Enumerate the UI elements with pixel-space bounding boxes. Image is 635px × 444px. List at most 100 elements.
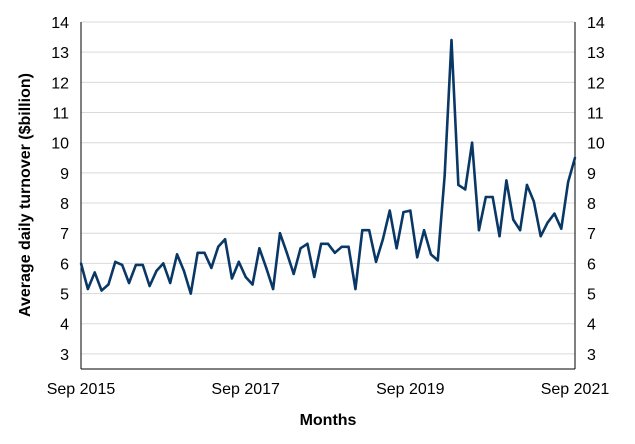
data-point-2016-07 [148, 284, 151, 288]
data-point-2020-06 [470, 141, 474, 144]
data-point-2018-03 [285, 251, 289, 255]
data-point-2019-07 [395, 247, 398, 250]
y-tick-labels-left: 3 4 5 6 7 8 9 10 11 12 13 14 [51, 15, 69, 364]
data-point-2020-03 [450, 38, 453, 42]
data-point-2020-05 [464, 188, 467, 191]
data-point-2017-11 [258, 247, 261, 250]
data-point-2018-08 [319, 242, 323, 245]
y-axis-title: Average daily turnover ($billion) [17, 73, 34, 317]
data-point-2018-05 [299, 247, 302, 250]
data-point-2015-12 [100, 289, 103, 292]
data-point-2017-03 [203, 251, 206, 255]
data-point-2015-09 [79, 262, 83, 265]
data-point-2016-09 [162, 262, 165, 265]
data-point-2018-09 [326, 242, 330, 245]
data-point-2016-06 [141, 263, 144, 267]
data-point-2016-01 [107, 283, 110, 286]
data-point-2021-09 [573, 156, 577, 159]
data-point-2016-03 [120, 263, 124, 267]
y-tick-label-left: 9 [60, 166, 69, 183]
data-point-2016-04 [127, 281, 131, 285]
data-point-2017-12 [265, 266, 268, 270]
data-point-2020-11 [505, 179, 508, 182]
data-point-2021-08 [566, 180, 570, 184]
x-tick-label: Sep 2015 [47, 381, 116, 398]
data-point-2018-06 [306, 242, 309, 245]
data-point-2019-11 [422, 229, 426, 232]
data-point-2017-07 [230, 277, 234, 280]
data-point-2017-09 [244, 275, 247, 279]
y-tick-label-right: 7 [587, 226, 596, 243]
data-point-2017-01 [189, 292, 192, 295]
data-point-2021-02 [525, 183, 529, 187]
y-tick-label-right: 14 [587, 15, 605, 32]
axes [80, 22, 576, 370]
data-point-2020-01 [436, 259, 439, 262]
y-tick-label-right: 9 [587, 166, 596, 183]
y-tick-label-left: 10 [51, 136, 69, 153]
data-point-2020-12 [512, 218, 515, 221]
y-tick-label-right: 12 [587, 75, 605, 92]
y-tick-label-left: 11 [52, 106, 69, 123]
data-point-2021-01 [518, 229, 522, 232]
data-point-2019-10 [415, 256, 419, 259]
data-point-2019-04 [374, 260, 378, 264]
y-tick-label-left: 13 [51, 45, 69, 62]
data-point-2018-02 [278, 232, 282, 235]
data-point-2019-09 [409, 209, 412, 212]
y-tick-labels-right: 3 4 5 6 7 8 9 10 11 12 13 14 [587, 15, 605, 364]
data-point-2016-10 [168, 281, 172, 285]
data-point-2021-03 [532, 200, 536, 203]
data-point-2016-02 [114, 260, 117, 264]
data-point-2018-01 [271, 287, 275, 291]
data-point-2018-11 [340, 245, 343, 248]
y-tick-label-right: 13 [587, 45, 605, 62]
y-tick-label-left: 8 [60, 196, 69, 213]
data-point-2020-10 [498, 235, 501, 238]
gridlines [81, 21, 575, 355]
data-point-2019-03 [367, 229, 371, 232]
y-tick-label-right: 10 [587, 136, 605, 153]
data-point-2017-08 [237, 260, 241, 264]
data-point-2016-08 [155, 269, 158, 273]
y-tick-label-left: 6 [60, 256, 69, 273]
data-point-2017-10 [251, 283, 254, 286]
data-point-2018-04 [292, 272, 295, 276]
y-tick-label-right: 11 [587, 106, 604, 123]
data-point-2020-07 [477, 229, 481, 232]
data-point-2021-05 [546, 221, 549, 224]
data-point-2019-02 [361, 229, 364, 232]
y-tick-label-right: 4 [587, 317, 596, 334]
data-point-2018-07 [313, 275, 316, 279]
y-tick-label-right: 6 [587, 256, 596, 273]
y-tick-label-left: 7 [60, 226, 69, 243]
data-point-2017-05 [217, 245, 220, 248]
data-point-2018-10 [333, 251, 337, 255]
data-point-2020-09 [491, 195, 494, 199]
data-point-2015-11 [93, 271, 96, 274]
data-point-2021-07 [560, 227, 563, 230]
data-point-2017-06 [223, 238, 227, 241]
x-tick-label: Sep 2021 [541, 381, 610, 398]
data-point-2020-08 [484, 195, 488, 199]
data-point-2016-11 [175, 253, 179, 256]
data-point-2019-06 [388, 209, 391, 212]
series-line [79, 38, 577, 295]
data-point-2016-05 [134, 263, 138, 267]
data-point-2019-08 [402, 210, 405, 214]
y-tick-label-left: 3 [60, 347, 69, 364]
data-point-2020-02 [443, 174, 446, 178]
y-tick-label-left: 14 [51, 15, 69, 32]
data-point-2021-06 [553, 212, 556, 215]
data-point-2019-05 [381, 238, 385, 241]
data-point-2021-04 [539, 235, 542, 238]
y-tick-label-right: 8 [587, 196, 596, 213]
data-point-2016-12 [182, 269, 186, 273]
y-tick-label-left: 12 [51, 75, 69, 92]
data-points [79, 38, 577, 295]
y-tick-label-left: 5 [60, 287, 69, 304]
y-tick-label-right: 3 [587, 347, 596, 364]
x-tick-labels: Sep 2015 Sep 2017 Sep 2019 Sep 2021 [47, 381, 610, 398]
data-point-2017-04 [210, 266, 213, 270]
